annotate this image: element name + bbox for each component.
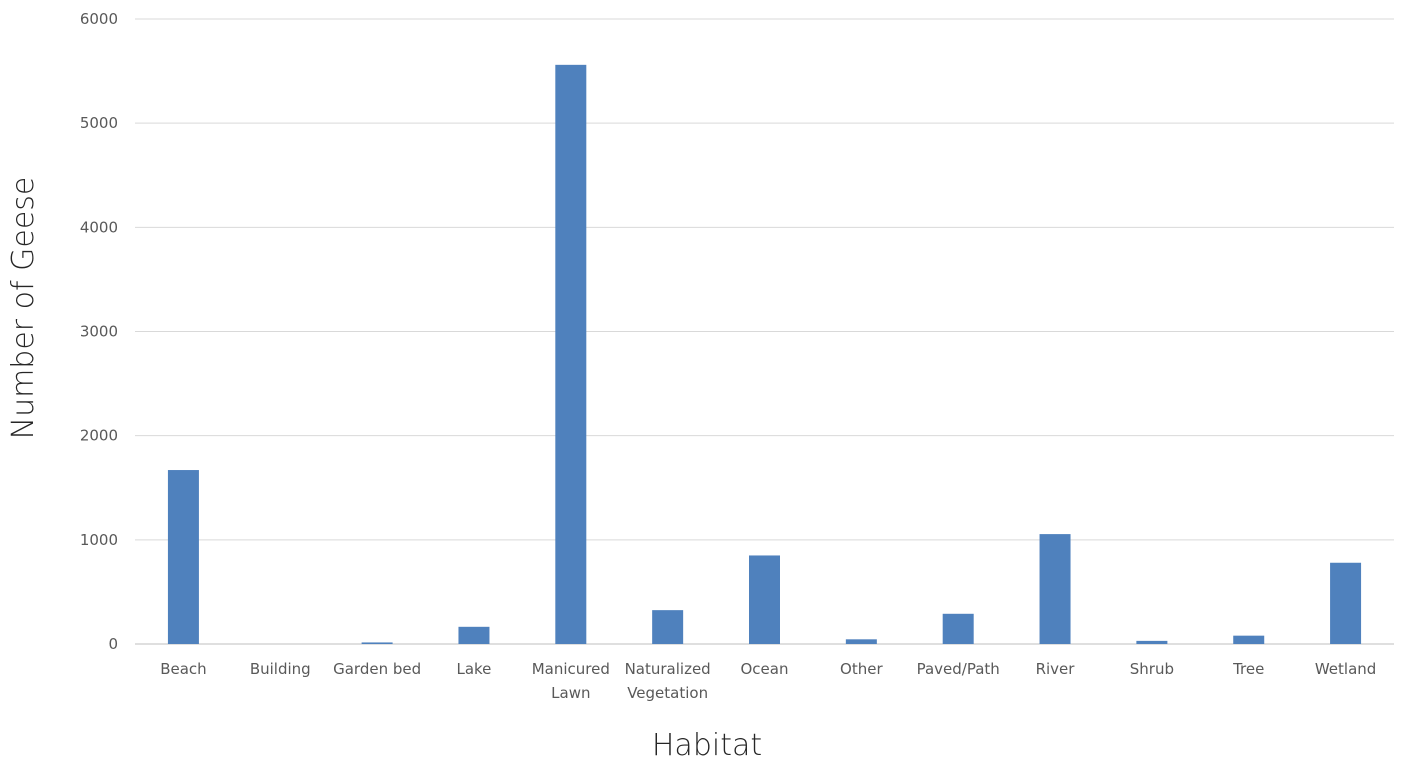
y-tick-label: 4000 [80,218,118,236]
bar-tree [1233,635,1265,644]
x-tick-label: Building [250,660,311,678]
bar-ocean [749,555,780,644]
y-axis-title: Number of Geese [6,177,41,440]
y-tick-label: 1000 [80,531,118,549]
bar-paved-path [942,613,974,644]
bar-garden-bed [361,642,393,644]
x-tick-label: Tree [1232,660,1264,678]
x-tick-label: Garden bed [333,660,421,678]
y-tick-label: 5000 [80,114,118,132]
bar-shrub [1136,640,1168,644]
y-tick-label: 2000 [80,427,118,445]
y-tick-label: 6000 [80,10,118,28]
bars [167,64,1362,645]
bar-naturalized-vegetation [652,610,684,644]
bar-manicured-lawn [555,64,587,645]
x-tick-label: Ocean [741,660,789,678]
x-axis-title: Habitat [652,728,762,760]
x-tick-label: Naturalized Vegetation [625,660,711,702]
x-tick-label: Wetland [1315,660,1376,678]
bar-wetland [1330,562,1362,644]
x-tick-label: Shrub [1130,660,1174,678]
gridlines [135,18,1394,645]
y-tick-label: 0 [108,635,118,653]
x-tick-label: Beach [160,660,206,678]
x-tick-label: Paved/Path [917,660,1000,678]
bar-beach [167,470,199,644]
y-axis-tick-labels: 0 1000 2000 3000 4000 5000 6000 [80,10,118,653]
y-tick-label: 3000 [80,323,118,341]
bar-other [845,639,877,644]
x-tick-label: River [1036,660,1076,678]
x-tick-label: Lake [456,660,491,678]
bar-river [1039,534,1071,644]
x-tick-label: Manicured Lawn [532,660,610,702]
bar-lake [458,626,490,644]
x-axis-tick-labels: Beach Building Garden bed Lake Manicured Lawn… [160,660,1376,702]
x-tick-label: Other [840,660,883,678]
